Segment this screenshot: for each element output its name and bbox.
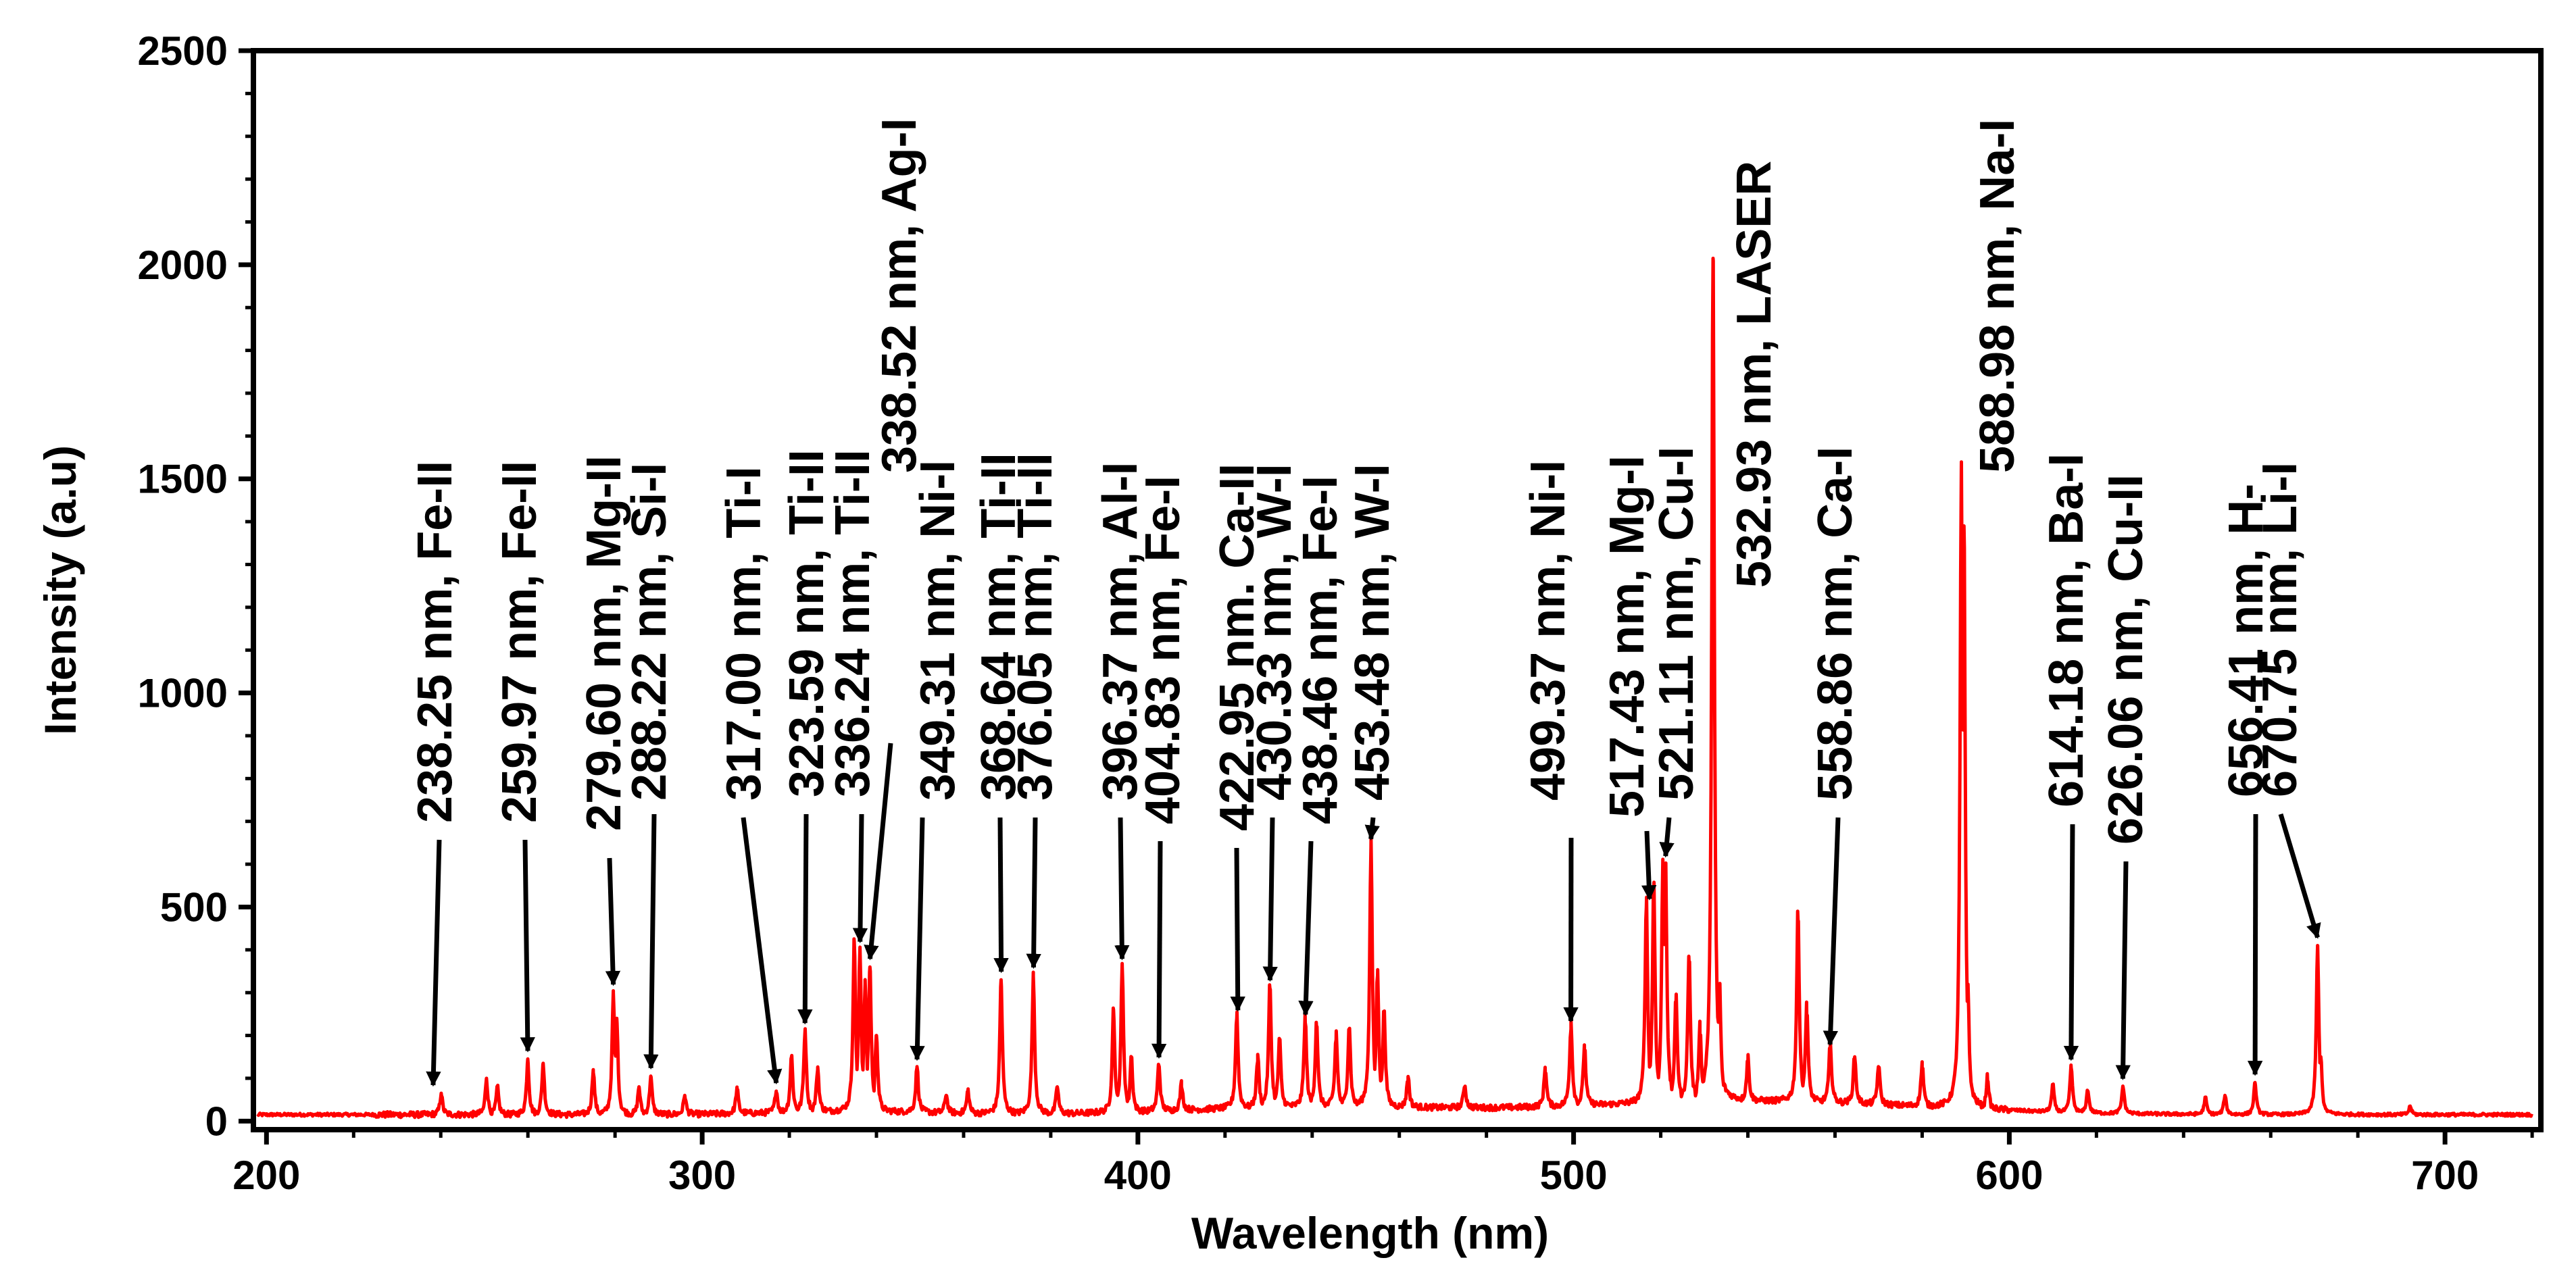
peak-annotation: 532.93 nm, LASER (1727, 161, 1781, 588)
peak-label: 453.48 nm, W-I (1345, 463, 1400, 801)
peak-annotation: 422.95 nm. Ca-II (1210, 463, 1264, 1012)
peak-label: 396.37 nm, Al-I (1093, 461, 1147, 801)
peak-annotation: 614.18 nm, Ba-I (2039, 453, 2094, 1061)
peak-label: 532.93 nm, LASER (1727, 161, 1781, 588)
peak-label: 288.22 nm, Si-I (622, 463, 676, 801)
peak-annotation: 626.06 nm, Cu-II (2099, 474, 2153, 1080)
peak-annotation: 279.60 nm, Mg-II (577, 455, 631, 986)
peak-arrow (520, 839, 535, 1053)
peak-annotation: 259.97 nm, Fe-II (493, 461, 547, 1053)
plot-frame (251, 48, 2544, 1132)
y-tick-label: 2500 (138, 28, 228, 74)
peak-arrow (1298, 840, 1314, 1016)
peak-label: 422.95 nm. Ca-II (1210, 463, 1264, 831)
peak-annotation: 238.25 nm, Fe-II (408, 461, 462, 1087)
peak-arrow (605, 857, 621, 986)
peak-arrow (1262, 817, 1278, 982)
peak-label: 614.18 nm, Ba-I (2039, 453, 2094, 807)
x-tick-label: 700 (2411, 1153, 2479, 1198)
y-tick-label: 0 (205, 1099, 228, 1144)
peak-label: 238.25 nm, Fe-II (408, 461, 462, 823)
peak-annotation: 288.22 nm, Si-I (622, 463, 676, 1070)
peak-arrow (852, 813, 868, 944)
spectrum-line (256, 256, 2533, 1120)
peak-arrow (741, 817, 783, 1085)
peak-label: 336.24 nm, Ti-II (826, 449, 880, 797)
peak-arrow (2247, 813, 2263, 1076)
peak-label: 517.43 nm, Mg-I (1600, 455, 1654, 818)
peak-label: 430.33 nm, W-I (1247, 463, 1302, 801)
peak-arrow (1230, 847, 1245, 1012)
peak-arrow (797, 813, 813, 1025)
peak-annotation: 349.31 nm, Ni-I (910, 460, 965, 1061)
peak-annotation: 670.75 nm, Li-I (2253, 462, 2321, 939)
peak-label: 349.31 nm, Ni-I (911, 460, 965, 801)
peak-annotation: 521.11 nm, Cu-I (1650, 447, 1704, 858)
y-tick-label: 1500 (138, 457, 228, 502)
peak-arrow (910, 817, 925, 1061)
peak-annotation: 517.43 nm, Mg-I (1600, 455, 1657, 901)
peak-annotation: 323.59 nm, Ti-II (780, 449, 834, 1025)
peak-label: 499.37 nm, Ni-I (1521, 460, 1575, 801)
peak-label: 317.00 nm, Ti-I (717, 466, 771, 801)
peak-arrow (2063, 824, 2079, 1061)
peak-annotation: 656.41 nm, H- (2219, 484, 2273, 1076)
peak-annotation: 453.48 nm, W-I (1345, 463, 1400, 840)
peak-arrow (1026, 817, 1041, 970)
peak-arrow (2278, 813, 2321, 939)
peak-arrow (1151, 840, 1167, 1059)
peak-arrow (426, 839, 442, 1087)
peak-label: 338.52 nm, Ag-I (872, 118, 926, 473)
peak-annotation: 338.52 nm, Ag-I (864, 118, 926, 961)
peak-label: 259.97 nm, Fe-II (493, 461, 547, 823)
peak-arrow (1114, 817, 1130, 961)
x-tick-label: 200 (232, 1153, 300, 1198)
peak-annotation: 396.37 nm, Al-I (1093, 461, 1147, 961)
peak-arrow (1641, 830, 1657, 901)
x-tick-label: 300 (668, 1153, 736, 1198)
peak-arrow (2115, 861, 2131, 1080)
peak-label: 626.06 nm, Cu-II (2099, 474, 2153, 845)
peak-arrow (1659, 817, 1675, 858)
peak-annotation: 336.24 nm, Ti-II (826, 449, 880, 944)
peak-label: 438.46 nm, Fe-I (1293, 476, 1347, 824)
peak-arrow (864, 743, 893, 961)
peak-label: 279.60 nm, Mg-II (577, 455, 631, 831)
x-tick-label: 400 (1104, 1153, 1172, 1198)
peak-label: 323.59 nm, Ti-II (780, 449, 834, 797)
peak-arrow (643, 813, 659, 1070)
peak-annotation: 438.46 nm, Fe-I (1293, 476, 1347, 1016)
peak-annotation: 317.00 nm, Ti-I (717, 466, 783, 1085)
peak-label: 368.64 nm, Ti-II (972, 453, 1026, 801)
peak-annotation: 588.98 nm, Na-I (1971, 119, 2025, 473)
peak-arrow (1364, 817, 1380, 840)
axis-layer: 0 500 1000 1500 2000 2500 200 300 400 500 600 700 (138, 28, 2534, 1198)
peak-label: 521.11 nm, Cu-I (1650, 447, 1704, 801)
peak-label: 670.75 nm, Li-I (2253, 462, 2307, 797)
peak-annotation: 404.83 nm, Fe-I (1136, 476, 1190, 1059)
peak-annotation: 558.86 nm, Ca-I (1808, 447, 1862, 1047)
series-layer (256, 256, 2533, 1120)
y-tick-label: 1000 (138, 671, 228, 716)
peak-annotation: 368.64 nm, Ti-II (972, 453, 1026, 974)
x-tick-label: 600 (1975, 1153, 2043, 1198)
y-tick-label: 2000 (138, 243, 228, 288)
peak-label: 404.83 nm, Fe-I (1136, 476, 1190, 824)
x-axis-title: Wavelength (nm) (1191, 1208, 1549, 1258)
y-tick-label: 500 (160, 884, 228, 930)
peak-annotation: 499.37 nm, Ni-I (1521, 460, 1579, 1023)
peak-arrow (1823, 817, 1841, 1047)
annotations-layer: 238.25 nm, Fe-II 259.97 nm, Fe-II 279.60 n… (408, 118, 2321, 1087)
peak-annotation: 376.05 nm, Ti-II (1008, 453, 1062, 970)
peak-annotation: 430.33 nm, W-I (1247, 463, 1302, 982)
peak-label: 656.41 nm, H- (2219, 484, 2273, 797)
peak-label: 558.86 nm, Ca-I (1808, 447, 1862, 801)
x-tick-label: 500 (1540, 1153, 1608, 1198)
peak-label: 376.05 nm, Ti-II (1008, 453, 1062, 801)
y-axis-title: Intensity (a.u) (35, 445, 85, 735)
peak-label: 588.98 nm, Na-I (1971, 119, 2025, 473)
peak-arrow (993, 817, 1009, 974)
